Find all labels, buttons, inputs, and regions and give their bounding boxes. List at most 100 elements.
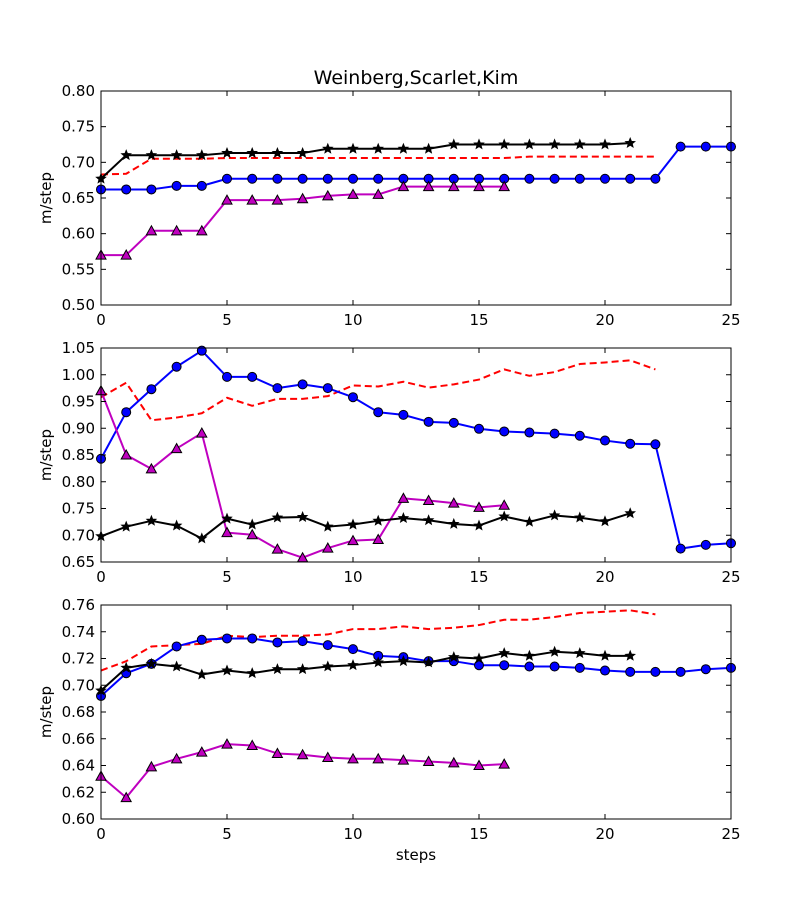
star-marker <box>448 517 460 529</box>
triangle-marker <box>473 180 485 192</box>
x-tick-label: 25 <box>721 568 740 586</box>
circle-marker <box>448 417 459 428</box>
triangle-marker <box>422 180 435 192</box>
circle-marker <box>549 428 560 439</box>
series-line-none-1 <box>101 155 656 176</box>
triangle-marker <box>296 748 309 760</box>
star-marker <box>599 138 611 150</box>
star-marker <box>196 149 208 161</box>
x-tick-label: 15 <box>469 311 488 329</box>
y-tick-label: 0.85 <box>62 446 95 464</box>
y-axis-label-1: m/step <box>37 172 55 224</box>
star-marker <box>473 138 485 150</box>
star-marker <box>322 660 334 672</box>
y-tick-label: 0.60 <box>62 810 95 828</box>
circle-marker <box>549 173 560 184</box>
triangle-marker <box>498 499 511 510</box>
series-line-star-3 <box>101 650 631 692</box>
triangle-marker <box>195 746 208 757</box>
star-marker <box>322 520 334 532</box>
star-marker <box>624 649 636 661</box>
star-marker <box>422 142 435 154</box>
star-marker <box>473 652 485 664</box>
circle-marker <box>675 141 686 152</box>
circle-marker <box>171 180 182 191</box>
x-tick-label: 0 <box>96 568 106 586</box>
x-axis-label: steps <box>396 846 436 864</box>
circle-marker <box>700 664 711 675</box>
triangle-marker <box>145 760 158 772</box>
circle-marker <box>247 371 258 382</box>
y-tick-label: 0.62 <box>62 783 95 801</box>
circle-marker <box>600 173 610 184</box>
circle-marker <box>297 173 308 184</box>
circle-marker <box>700 141 711 152</box>
star-marker <box>246 146 258 158</box>
triangle-marker <box>170 752 183 764</box>
circle-marker <box>524 173 535 184</box>
y-tick-label: 0.70 <box>62 676 95 694</box>
circle-marker <box>297 636 308 647</box>
circle-marker <box>625 438 636 449</box>
y-tick-label: 0.65 <box>62 553 95 571</box>
circle-marker <box>222 633 232 644</box>
triangle-marker <box>321 542 334 553</box>
star-marker <box>498 138 510 150</box>
y-tick-label: 0.65 <box>62 189 95 207</box>
star-marker <box>120 149 132 161</box>
triangle-marker <box>347 534 359 546</box>
triangle-marker <box>271 194 284 205</box>
circle-marker <box>322 640 333 651</box>
y-tick-label: 1.05 <box>62 339 95 357</box>
y-tick-label: 0.75 <box>62 500 95 518</box>
star-marker <box>170 660 183 672</box>
circle-marker <box>650 173 661 184</box>
star-marker <box>548 509 561 521</box>
triangle-marker <box>170 224 183 236</box>
circle-marker <box>272 637 283 648</box>
triangle-marker <box>296 192 309 204</box>
y-tick-label: 0.60 <box>62 225 95 243</box>
star-marker <box>296 510 309 522</box>
star-marker <box>221 146 233 158</box>
star-marker <box>498 647 510 659</box>
circle-marker <box>322 383 333 394</box>
circle-marker <box>574 662 585 673</box>
y-tick-label: 0.80 <box>62 82 95 100</box>
circle-marker <box>574 430 585 441</box>
circle-marker <box>650 666 661 677</box>
series-line-star-1 <box>101 142 631 180</box>
circle-marker <box>474 423 484 434</box>
triangle-marker <box>422 494 435 505</box>
circle-marker <box>171 361 182 372</box>
star-marker <box>372 514 384 526</box>
x-tick-label: 0 <box>96 825 106 843</box>
circle-marker <box>625 173 636 184</box>
triangle-marker <box>372 752 385 764</box>
circle-marker <box>272 383 283 394</box>
star-marker <box>196 532 208 544</box>
star-marker <box>574 138 586 150</box>
circle-marker <box>373 173 384 184</box>
triangle-marker <box>271 747 284 758</box>
star-marker <box>574 647 586 659</box>
circle-marker <box>348 644 358 655</box>
circle-marker <box>423 416 434 427</box>
star-marker <box>599 515 611 527</box>
series-line-none-2 <box>101 359 656 422</box>
circle-marker <box>297 379 308 390</box>
star-marker <box>397 142 410 154</box>
star-marker <box>397 655 410 667</box>
x-tick-label: 20 <box>595 311 614 329</box>
star-marker <box>322 142 334 154</box>
circle-marker <box>549 661 560 672</box>
circle-marker <box>322 173 333 184</box>
circle-marker <box>499 660 510 671</box>
star-marker <box>120 661 132 673</box>
triangle-marker <box>473 759 485 770</box>
triangle-marker <box>246 194 259 205</box>
star-marker <box>246 667 258 679</box>
circle-marker <box>398 409 409 420</box>
star-marker <box>372 142 384 154</box>
